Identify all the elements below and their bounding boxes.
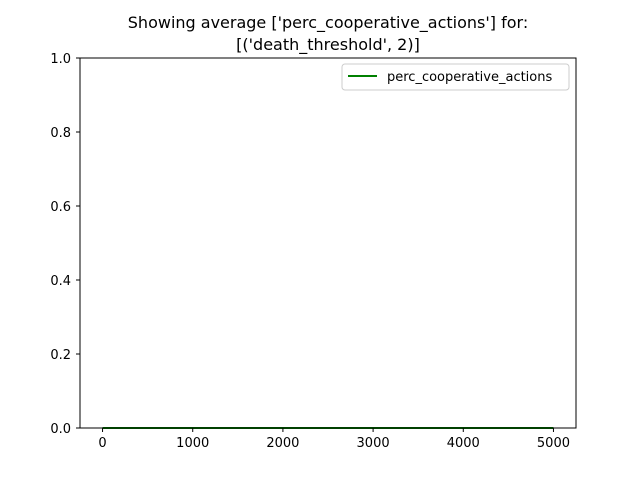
y-tick-label-3: 0.6	[50, 200, 71, 215]
x-axis: 0 1000 2000 3000 4000 5000	[98, 428, 570, 451]
chart-title-line-1: Showing average ['perc_cooperative_actio…	[128, 13, 528, 33]
x-tick-label-1: 1000	[176, 436, 209, 451]
legend: perc_cooperative_actions	[341, 63, 570, 91]
y-tick-label-5: 1.0	[50, 52, 71, 67]
y-tick-label-4: 0.8	[50, 126, 71, 141]
x-tick-label-2: 2000	[266, 436, 299, 451]
legend-label: perc_cooperative_actions	[387, 70, 552, 85]
y-tick-label-2: 0.4	[50, 274, 71, 289]
x-tick-label-4: 4000	[447, 436, 480, 451]
x-tick-label-5: 5000	[537, 436, 570, 451]
y-tick-label-1: 0.2	[50, 348, 71, 363]
legend-box	[341, 63, 570, 91]
y-axis: 0.0 0.2 0.4 0.6 0.8 1.0	[50, 52, 80, 437]
x-tick-label-3: 3000	[357, 436, 390, 451]
y-tick-label-0: 0.0	[50, 422, 71, 437]
x-tick-label-0: 0	[98, 436, 106, 451]
chart-title-line-2: [('death_threshold', 2)]	[236, 35, 420, 55]
axes-frame	[79, 57, 577, 429]
